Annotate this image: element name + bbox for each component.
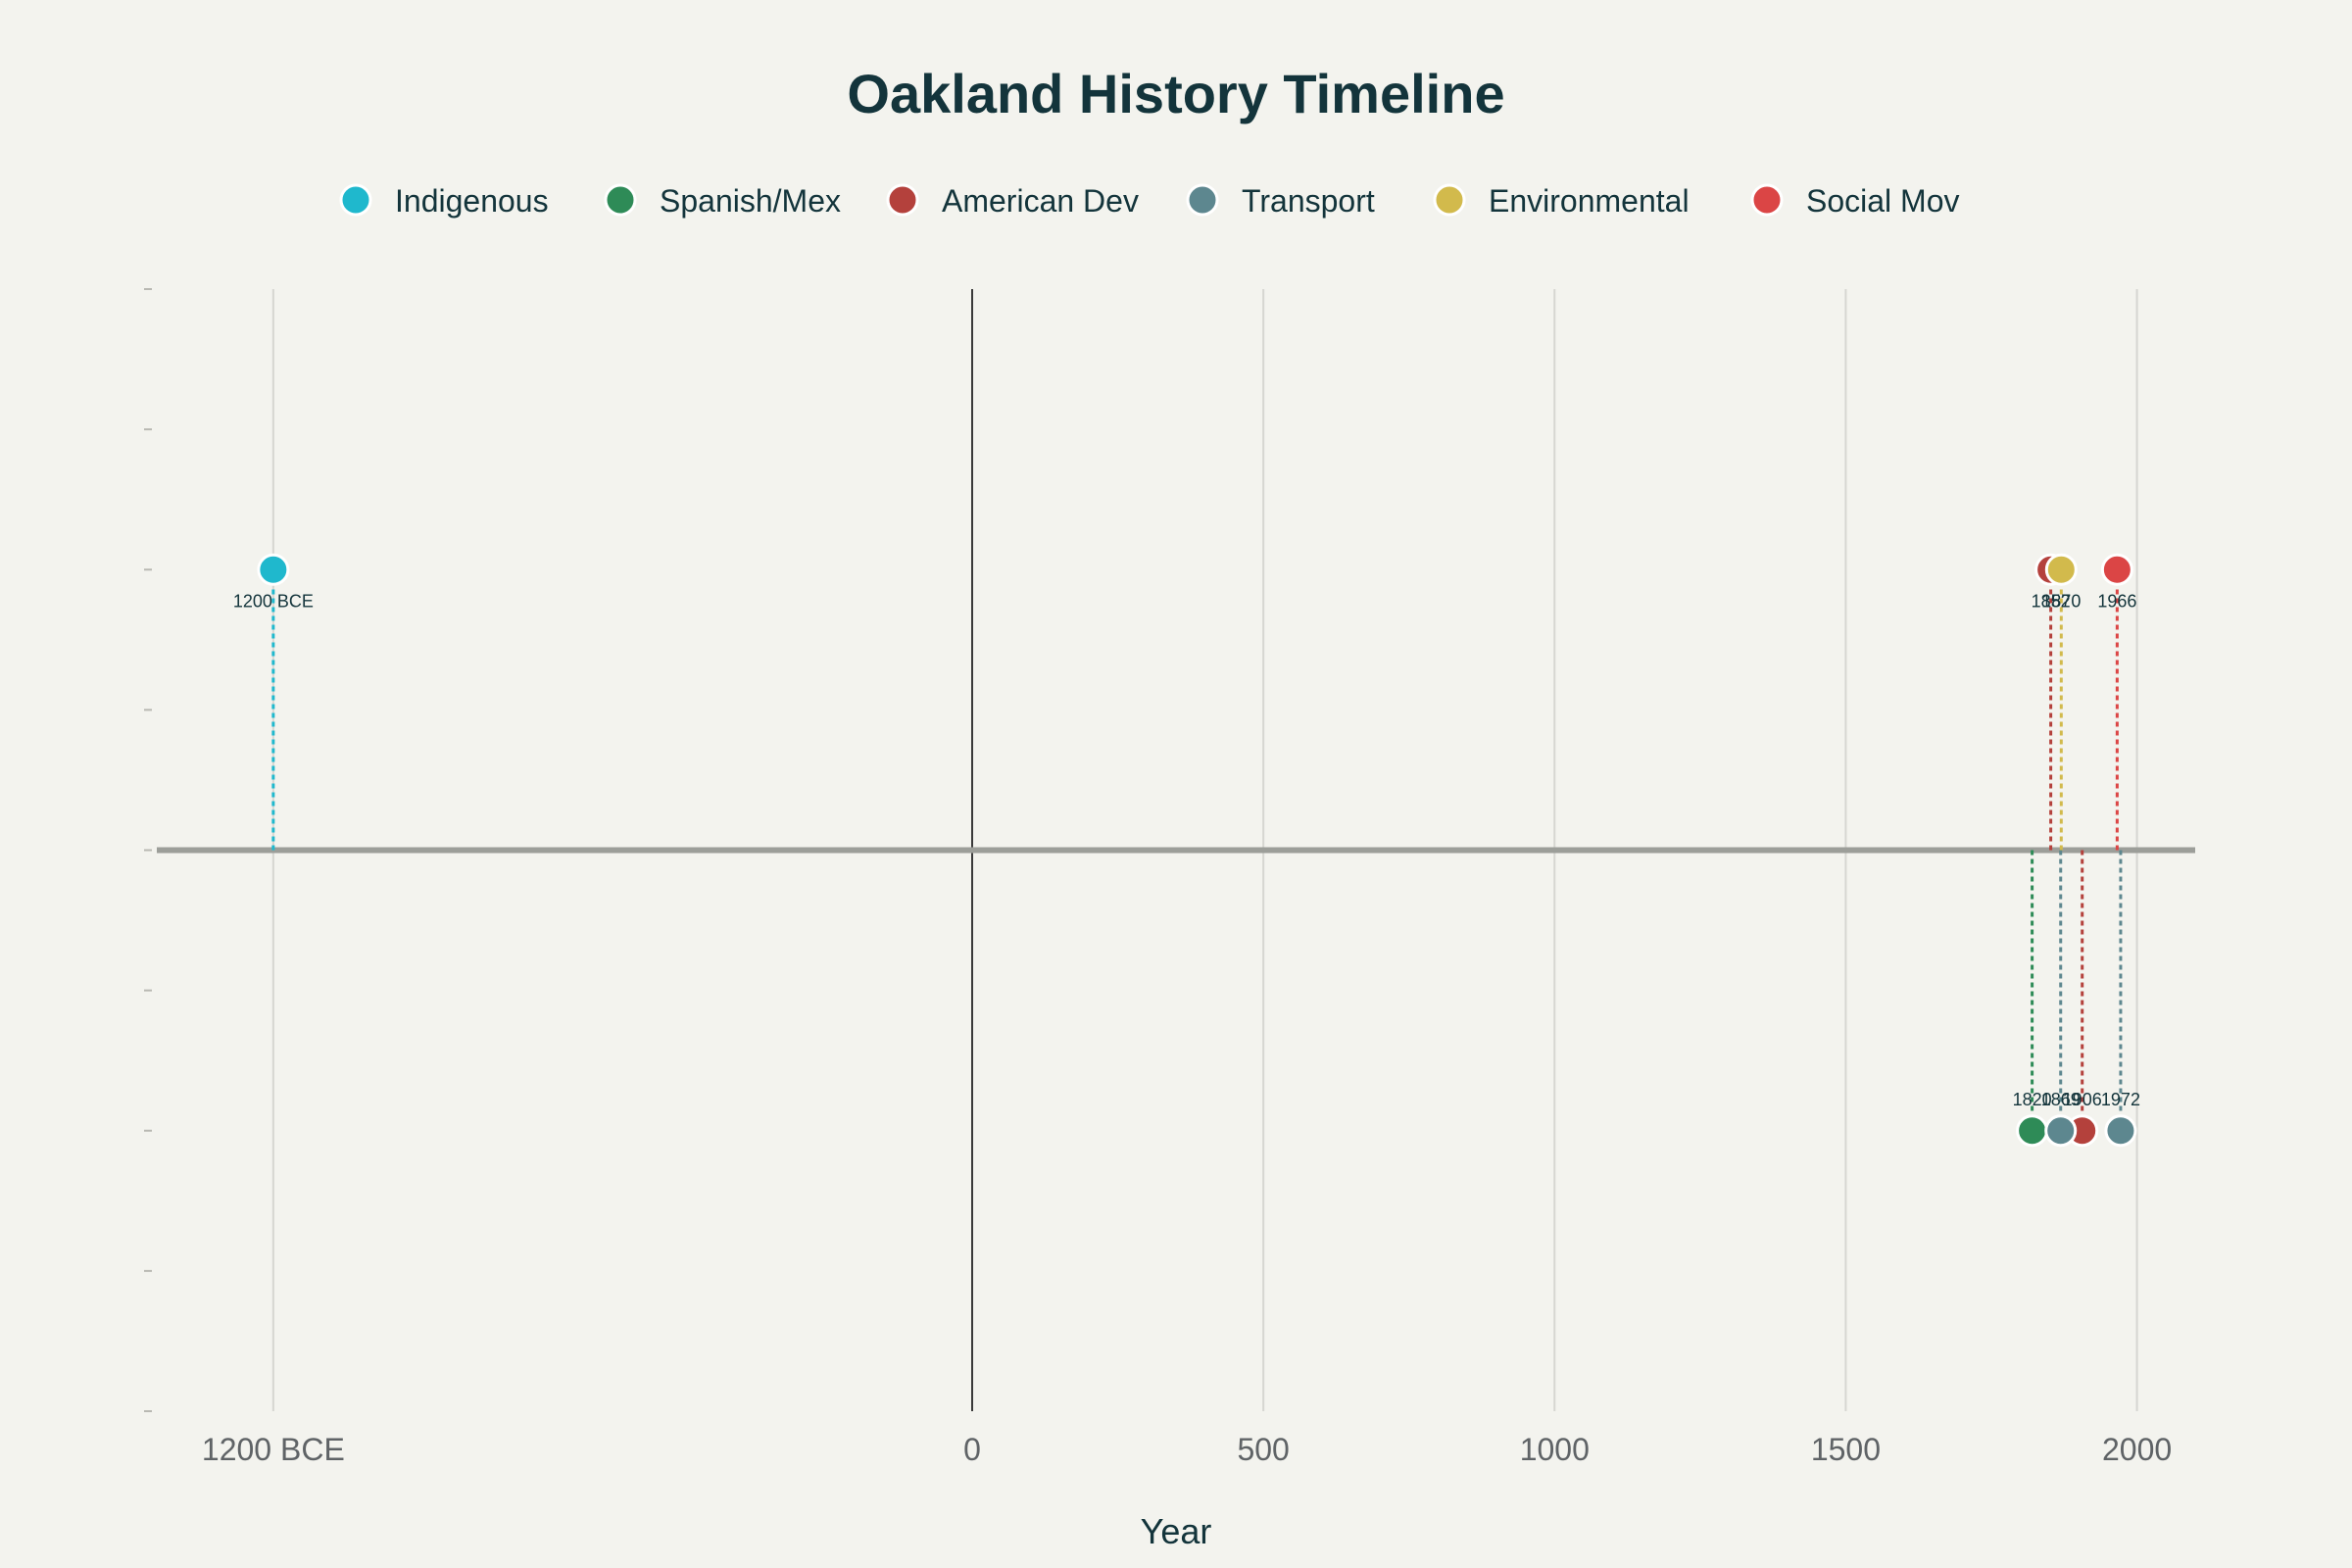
x-tick-label: 1500 xyxy=(1811,1432,1881,1467)
x-axis-title: Year xyxy=(1141,1511,1212,1551)
legend-item: Social Mov xyxy=(1750,183,1960,219)
x-tick-label: 500 xyxy=(1237,1432,1289,1467)
event-marker xyxy=(2104,1114,2137,1148)
legend-item: Spanish/Mex xyxy=(604,183,841,219)
legend-item: Transport xyxy=(1186,183,1375,219)
legend-marker xyxy=(1186,183,1219,217)
event-label: 1852 xyxy=(2032,591,2071,611)
legend-label: American Dev xyxy=(942,183,1139,219)
event-marker xyxy=(2044,553,2078,586)
plot-area: 1200 BCE 0 500 1000 1500 2000 1200 BCE 1820 1852… xyxy=(144,288,2195,1467)
x-tick-label: 0 xyxy=(963,1432,981,1467)
x-tick-label: 1000 xyxy=(1520,1432,1590,1467)
x-tick-label: 1200 BCE xyxy=(202,1432,345,1467)
event-label: 1966 xyxy=(2097,591,2136,611)
event-label: 1820 xyxy=(2013,1090,2052,1109)
event-label: 1869 xyxy=(2041,1090,2081,1109)
event-label: 1200 BCE xyxy=(233,591,314,611)
legend-label: Indigenous xyxy=(395,183,549,219)
legend-marker xyxy=(339,183,372,217)
legend-marker xyxy=(886,183,919,217)
event-marker xyxy=(2100,553,2133,586)
legend-marker xyxy=(604,183,637,217)
chart-title: Oakland History Timeline xyxy=(847,63,1504,124)
legend-label: Transport xyxy=(1242,183,1375,219)
legend-label: Spanish/Mex xyxy=(660,183,841,219)
event-marker xyxy=(2016,1114,2049,1148)
x-tick-label: 2000 xyxy=(2102,1432,2172,1467)
legend-item: Environmental xyxy=(1433,183,1690,219)
legend-marker xyxy=(1433,183,1466,217)
legend-item: Indigenous xyxy=(339,183,549,219)
legend: Indigenous Spanish/Mex American Dev Transpo… xyxy=(339,183,1960,219)
event-marker xyxy=(257,553,290,586)
legend-item: American Dev xyxy=(886,183,1139,219)
legend-label: Environmental xyxy=(1489,183,1690,219)
event-marker xyxy=(2044,1114,2078,1148)
event-label: 1972 xyxy=(2101,1090,2140,1109)
legend-label: Social Mov xyxy=(1806,183,1960,219)
event-label: 1870 xyxy=(2041,591,2081,611)
legend-marker xyxy=(1750,183,1784,217)
event-label: 1906 xyxy=(2063,1090,2102,1109)
